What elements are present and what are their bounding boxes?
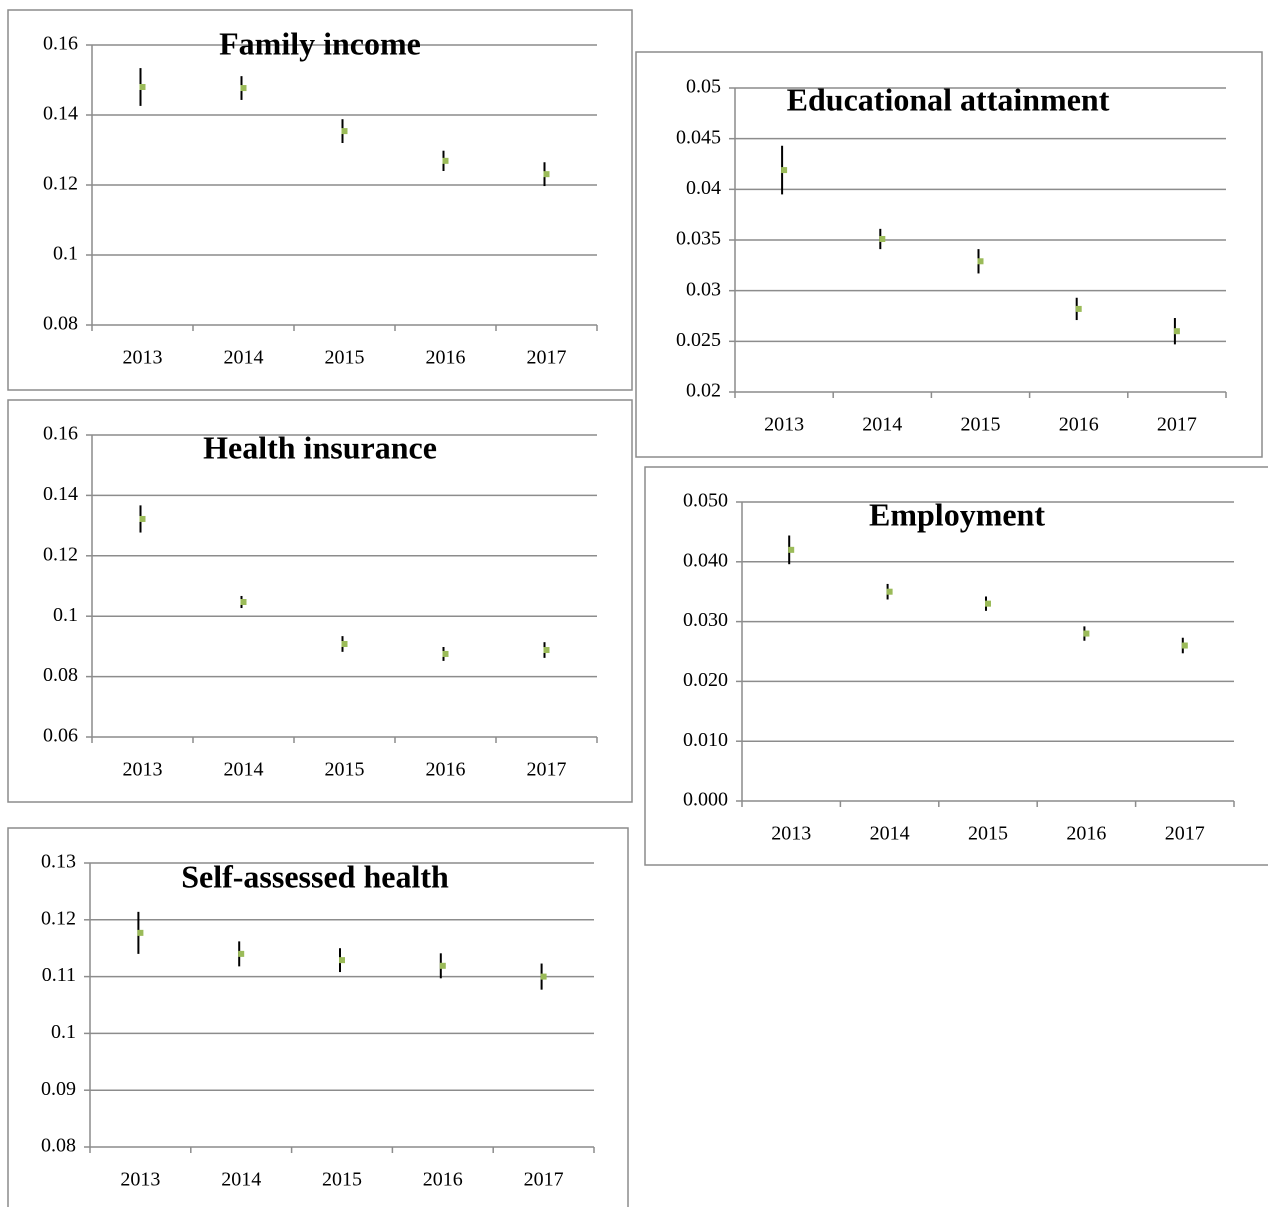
chart-title: Educational attainment <box>787 81 1110 117</box>
point <box>879 235 886 242</box>
x-tick-label: 2013 <box>123 759 163 781</box>
point <box>341 128 348 135</box>
y-tick-label: 0.025 <box>676 329 721 351</box>
point <box>240 85 247 92</box>
chart-title: Family income <box>219 25 421 61</box>
x-tick-label: 2016 <box>1059 414 1099 436</box>
panel <box>635 51 1263 458</box>
point <box>139 515 146 522</box>
point <box>1075 305 1082 312</box>
point <box>977 258 984 265</box>
point <box>543 171 550 178</box>
chart-title: Self-assessed health <box>181 858 449 894</box>
y-tick-label: 0.08 <box>43 313 78 335</box>
point <box>442 157 449 164</box>
y-tick-label: 0.1 <box>53 604 78 626</box>
point <box>788 546 795 553</box>
y-tick-label: 0.14 <box>43 103 78 125</box>
y-tick-label: 0.010 <box>683 729 728 751</box>
y-tick-label: 0.05 <box>686 76 721 98</box>
x-tick-label: 2013 <box>764 414 804 436</box>
point <box>1181 642 1188 649</box>
x-tick-label: 2015 <box>325 759 365 781</box>
y-tick-label: 0.11 <box>42 964 76 986</box>
y-tick-label: 0.16 <box>43 423 78 445</box>
point <box>442 650 449 657</box>
point <box>341 640 348 647</box>
y-tick-label: 0.035 <box>676 228 721 250</box>
point <box>139 84 146 90</box>
x-tick-label: 2015 <box>322 1169 362 1191</box>
y-tick-label: 0.14 <box>43 483 78 505</box>
chart-title: Health insurance <box>203 429 437 465</box>
x-tick-label: 2017 <box>1157 414 1197 436</box>
x-tick-label: 2017 <box>1165 823 1205 845</box>
point <box>1173 328 1180 335</box>
x-tick-label: 2014 <box>221 1169 261 1191</box>
y-tick-label: 0.020 <box>683 669 728 691</box>
x-tick-label: 2013 <box>771 823 811 845</box>
x-tick-label: 2014 <box>224 347 264 369</box>
y-tick-label: 0.08 <box>43 664 78 686</box>
y-tick-label: 0.040 <box>683 549 728 571</box>
x-tick-label: 2017 <box>527 759 567 781</box>
point <box>985 600 991 607</box>
x-tick-label: 2017 <box>524 1169 564 1191</box>
x-tick-label: 2015 <box>325 347 365 369</box>
point <box>543 647 550 654</box>
point <box>137 929 144 936</box>
y-tick-label: 0.06 <box>43 725 78 747</box>
x-tick-label: 2013 <box>120 1169 160 1191</box>
y-tick-label: 0.1 <box>51 1021 76 1043</box>
point <box>540 973 547 980</box>
y-tick-label: 0.02 <box>686 380 721 402</box>
y-tick-label: 0.1 <box>53 243 78 265</box>
y-tick-label: 0.045 <box>676 126 721 148</box>
x-tick-label: 2016 <box>1066 823 1106 845</box>
y-tick-label: 0.12 <box>43 173 78 195</box>
y-tick-label: 0.04 <box>686 177 721 199</box>
point <box>240 599 247 606</box>
y-tick-label: 0.050 <box>683 490 728 512</box>
x-tick-label: 2015 <box>968 823 1008 845</box>
x-tick-label: 2017 <box>527 347 567 369</box>
x-tick-label: 2015 <box>961 414 1001 436</box>
x-tick-label: 2014 <box>862 414 902 436</box>
point <box>238 950 245 957</box>
y-tick-label: 0.000 <box>683 789 728 811</box>
panel <box>7 827 629 1207</box>
x-tick-label: 2014 <box>224 759 264 781</box>
y-tick-label: 0.12 <box>43 543 78 565</box>
x-tick-label: 2013 <box>123 347 163 369</box>
y-tick-label: 0.12 <box>41 907 76 929</box>
y-tick-label: 0.16 <box>43 33 78 55</box>
y-tick-label: 0.13 <box>41 851 76 873</box>
x-tick-label: 2016 <box>423 1169 463 1191</box>
point <box>339 957 345 964</box>
x-tick-label: 2014 <box>870 823 910 845</box>
y-tick-label: 0.03 <box>686 278 721 300</box>
point <box>781 167 788 174</box>
y-tick-label: 0.08 <box>41 1135 76 1157</box>
y-tick-label: 0.030 <box>683 609 728 631</box>
panel <box>7 399 633 803</box>
point <box>1083 630 1090 637</box>
point <box>886 588 893 595</box>
point <box>439 962 446 969</box>
panel <box>644 466 1268 866</box>
x-tick-label: 2016 <box>426 759 466 781</box>
panel <box>7 9 633 391</box>
x-tick-label: 2016 <box>426 347 466 369</box>
chart-title: Employment <box>869 496 1045 532</box>
y-tick-label: 0.09 <box>41 1078 76 1100</box>
